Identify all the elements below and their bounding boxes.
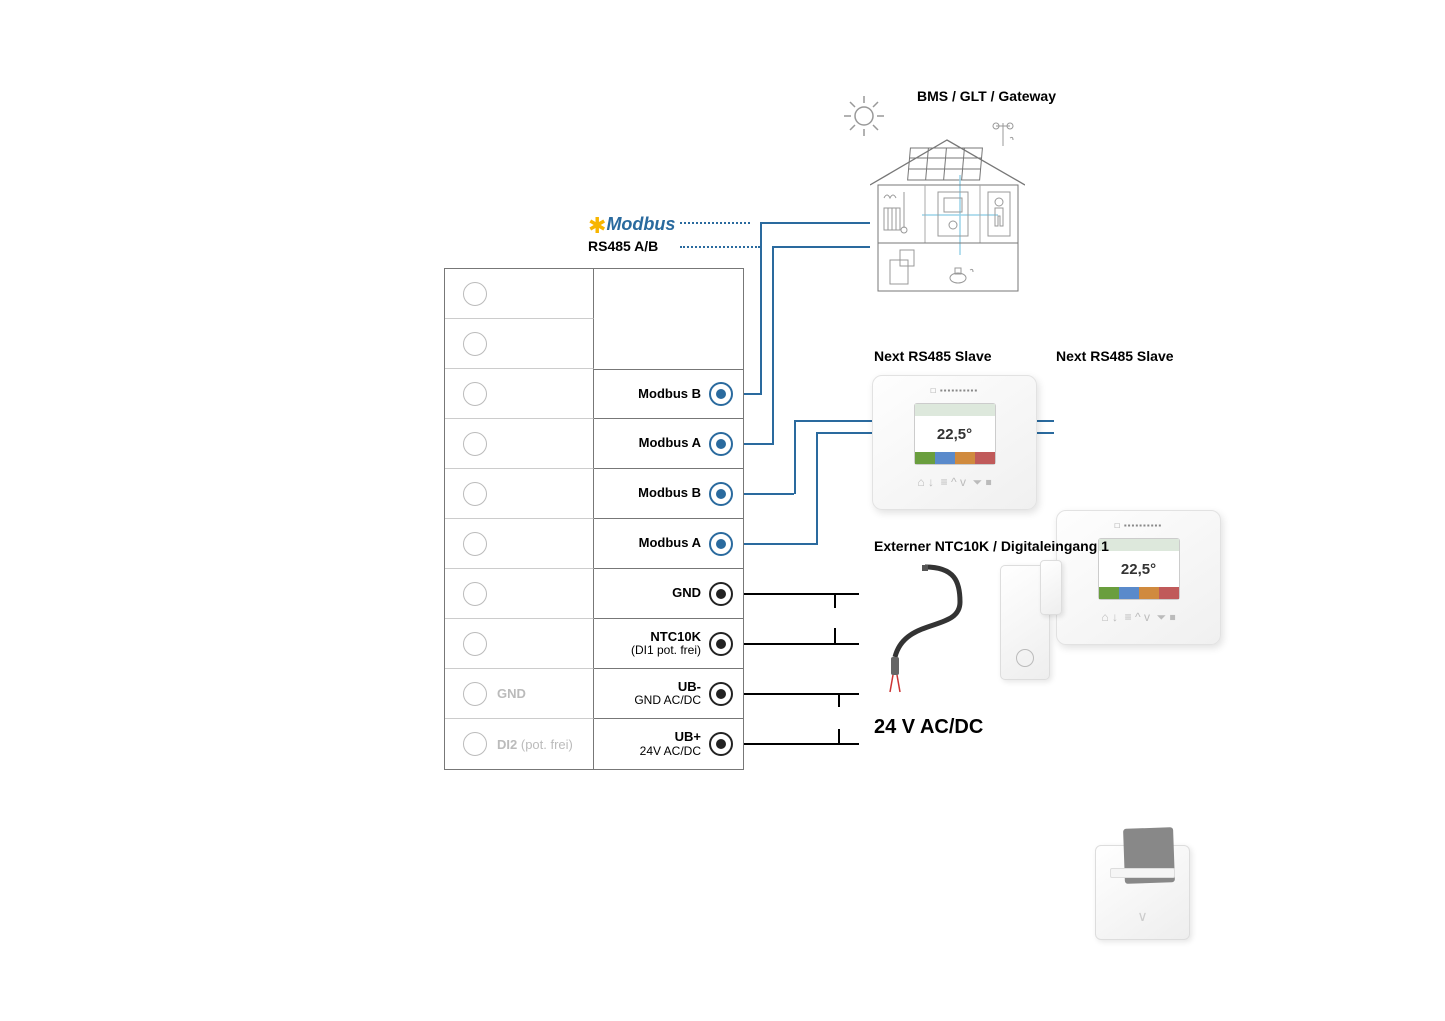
circle-open-icon [463, 332, 487, 356]
wire-blue [744, 393, 760, 395]
wire-black [744, 743, 859, 745]
external-label: Externer NTC10K / Digitaleingang 1 [874, 538, 1109, 554]
terminal-connector-icon [709, 682, 733, 706]
terminal-label: UB-GND AC/DC [634, 680, 701, 707]
terminal-label: Modbus B [638, 486, 701, 500]
terminal-row-7: GND [445, 569, 743, 619]
bms-house [870, 130, 1025, 305]
wire-blue [772, 246, 870, 248]
terminal-connector-icon [709, 732, 733, 756]
wire-black [744, 643, 859, 645]
wire-black [838, 693, 840, 707]
terminal-row-8: NTC10K(DI1 pot. frei) [445, 619, 743, 669]
terminal-connector-icon [709, 432, 733, 456]
circle-open-icon [463, 582, 487, 606]
slave-label-1: Next RS485 Slave [874, 348, 992, 364]
wire-blue [744, 493, 794, 495]
terminal-row-5: Modbus B [445, 469, 743, 519]
terminal-row-3: Modbus B [445, 369, 743, 419]
terminal-row-4: Modbus A [445, 419, 743, 469]
rs485-label: RS485 A/B [588, 238, 658, 254]
device-screen: 22,5° [1098, 538, 1180, 600]
wire-black [838, 729, 840, 743]
card-holder-icon: ∨ [1095, 845, 1190, 940]
screen-temp: 22,5° [915, 416, 995, 452]
power-label: 24 V AC/DC [874, 716, 983, 739]
wire-blue [772, 246, 774, 445]
terminal-connector-icon [709, 482, 733, 506]
slave-device-1: □ ▪▪▪▪▪▪▪▪▪▪ 22,5° ⌂ ↓ ≡ ^ v ⏷ ⏹ [872, 375, 1037, 510]
terminal-connector-icon [709, 582, 733, 606]
wire-black [744, 693, 859, 695]
star-icon: ✱ [588, 213, 606, 238]
wire-blue [760, 222, 762, 395]
terminal-left-label: DI2 (pot. frei) [497, 737, 573, 752]
ntc-probe-icon [875, 562, 975, 707]
circle-open-icon [463, 732, 487, 756]
wire-blue [744, 443, 772, 445]
slave-device-2: □ ▪▪▪▪▪▪▪▪▪▪ 22,5° ⌂ ↓ ≡ ^ v ⏷ ⏹ [1056, 510, 1221, 645]
terminal-connector-icon [709, 532, 733, 556]
terminal-connector-icon [709, 382, 733, 406]
terminal-row-2 [445, 319, 743, 369]
modbus-logo: ✱Modbus [588, 213, 675, 239]
terminal-label: Modbus A [639, 536, 701, 550]
door-contact-icon [1000, 565, 1050, 680]
device-buttons: ⌂ ↓ ≡ ^ v ⏷ ⏹ [1101, 610, 1175, 625]
terminal-label: Modbus A [639, 436, 701, 450]
device-buttons: ⌂ ↓ ≡ ^ v ⏷ ⏹ [917, 475, 991, 490]
device-screen: 22,5° [914, 403, 996, 465]
terminal-block: Modbus B Modbus A Modbus B Modbus A GND [444, 268, 744, 770]
wire-black [744, 593, 859, 595]
circle-open-icon [463, 482, 487, 506]
terminal-label: Modbus B [638, 387, 701, 401]
wire-blue [794, 420, 796, 494]
slave-label-2: Next RS485 Slave [1056, 348, 1174, 364]
terminal-connector-icon [709, 632, 733, 656]
circle-open-icon [463, 682, 487, 706]
wire-blue [760, 222, 870, 224]
circle-open-icon [463, 382, 487, 406]
bms-label: BMS / GLT / Gateway [917, 88, 1056, 104]
screen-temp: 22,5° [1099, 551, 1179, 587]
terminal-label: NTC10K(DI1 pot. frei) [631, 630, 701, 657]
dotted-wire [680, 246, 760, 248]
terminal-left-label: GND [497, 686, 526, 701]
wire-black [834, 593, 836, 608]
terminal-row-6: Modbus A [445, 519, 743, 569]
dotted-wire [680, 222, 750, 224]
terminal-row-1 [445, 269, 743, 319]
circle-open-icon [463, 632, 487, 656]
circle-open-icon [463, 282, 487, 306]
wire-blue [816, 432, 818, 545]
wire-black [834, 628, 836, 643]
terminal-label: UB+24V AC/DC [640, 730, 701, 757]
circle-open-icon [463, 532, 487, 556]
circle-open-icon [463, 432, 487, 456]
terminal-row-9: GND UB-GND AC/DC [445, 669, 743, 719]
terminal-label: GND [672, 586, 701, 600]
terminal-row-10: DI2 (pot. frei) UB+24V AC/DC [445, 719, 743, 769]
wire-blue [744, 543, 816, 545]
